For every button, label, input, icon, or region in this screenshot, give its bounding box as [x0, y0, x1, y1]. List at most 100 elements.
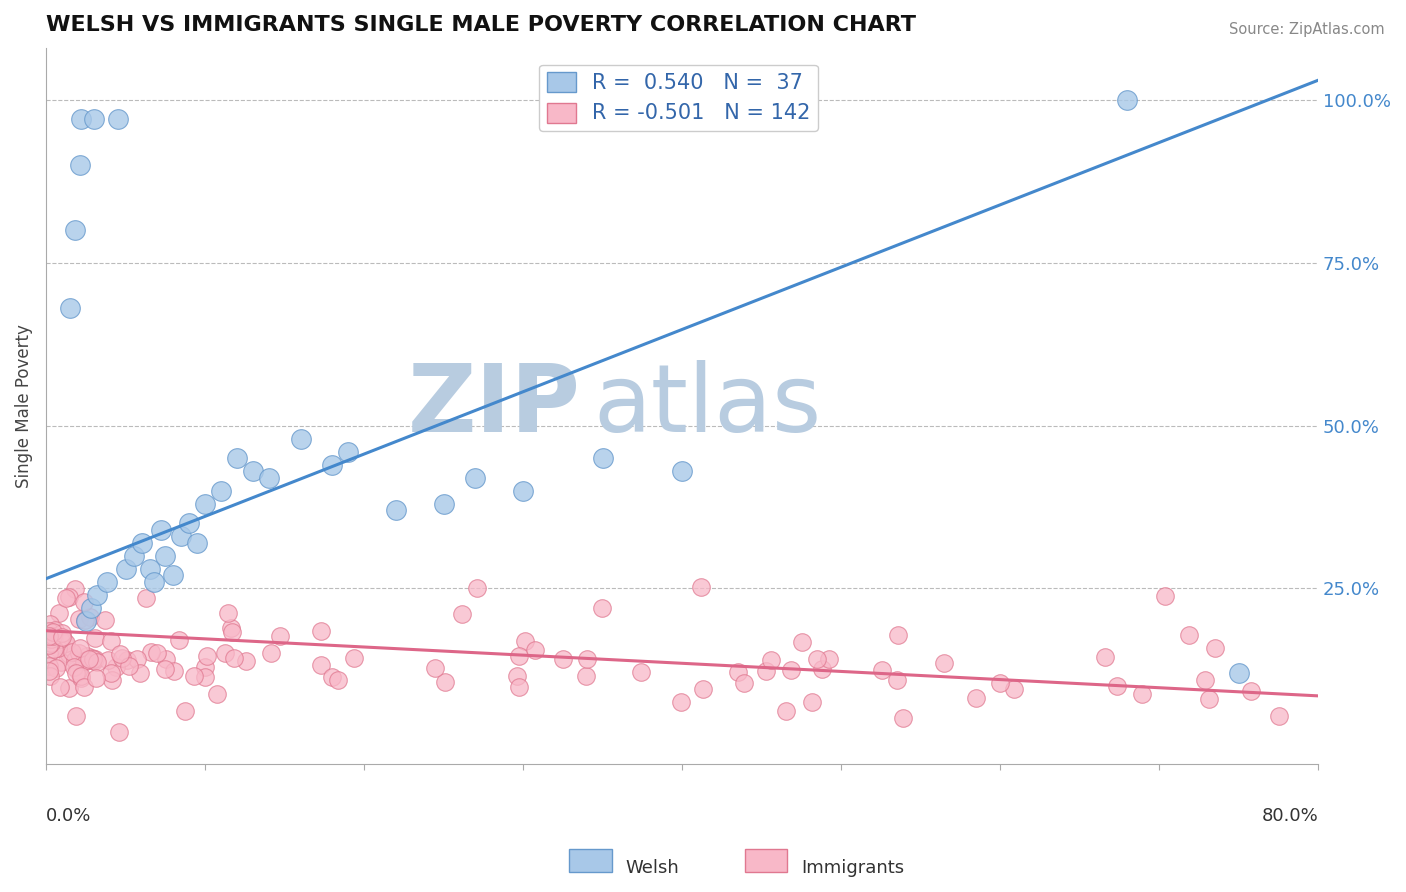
Point [385, 503, 408, 517]
Point [1107, 679, 1129, 693]
Point [269, 629, 291, 643]
Point [179, 516, 201, 531]
Point [630, 665, 652, 679]
Point [80, 601, 103, 615]
Point [886, 628, 908, 642]
Point [790, 634, 813, 648]
Point [63, 582, 86, 597]
Point [127, 652, 149, 666]
Point [692, 682, 714, 697]
Point [77, 652, 100, 666]
Point [207, 687, 229, 701]
Point [450, 607, 472, 622]
Point [801, 695, 824, 709]
Point [97, 653, 120, 667]
Point [806, 651, 828, 665]
Point [149, 523, 172, 537]
Point [42, 629, 65, 643]
Point [260, 646, 283, 660]
Point [100, 634, 122, 648]
Point [48, 606, 70, 620]
Point [932, 657, 955, 671]
Point [1268, 709, 1291, 723]
Point [63, 653, 86, 667]
Point [591, 600, 613, 615]
Point [38, 624, 60, 638]
Point [727, 665, 749, 679]
Point [163, 665, 186, 679]
Point [1130, 687, 1153, 701]
Point [464, 470, 486, 484]
Point [100, 673, 122, 687]
Point [45, 661, 67, 675]
Point [337, 444, 360, 458]
Text: 0.0%: 0.0% [46, 807, 91, 825]
Point [83, 654, 105, 668]
Point [111, 651, 134, 665]
Point [311, 624, 333, 638]
Point [79, 609, 101, 624]
Point [575, 669, 598, 683]
Point [755, 664, 778, 678]
Point [575, 652, 598, 666]
Point [1002, 681, 1025, 696]
Point [67, 646, 90, 660]
Point [65, 666, 87, 681]
Point [114, 562, 136, 576]
Point [86, 588, 108, 602]
Point [122, 549, 145, 563]
Point [671, 464, 693, 478]
Point [506, 669, 529, 683]
Text: ZIP: ZIP [408, 360, 581, 452]
Point [118, 659, 141, 673]
Point [42, 641, 65, 656]
Point [209, 483, 232, 498]
Point [1178, 627, 1201, 641]
Point [38, 646, 60, 660]
Point [100, 666, 122, 681]
Point [155, 652, 177, 666]
Point [343, 650, 366, 665]
Point [242, 464, 264, 478]
Point [94, 613, 117, 627]
Point [219, 621, 242, 635]
Point [290, 432, 312, 446]
Point [186, 535, 208, 549]
Point [513, 634, 536, 648]
Text: Source: ZipAtlas.com: Source: ZipAtlas.com [1229, 22, 1385, 37]
Point [143, 574, 166, 589]
Point [592, 451, 614, 466]
Point [46, 640, 69, 655]
Point [84, 671, 107, 685]
Point [690, 580, 713, 594]
Point [733, 676, 755, 690]
Point [129, 665, 152, 680]
Point [508, 648, 530, 663]
Point [153, 662, 176, 676]
Point [59, 301, 82, 316]
Point [221, 624, 243, 639]
Point [433, 497, 456, 511]
Point [321, 458, 343, 472]
Point [51, 655, 73, 669]
Point [214, 646, 236, 660]
Point [58, 647, 80, 661]
Point [82, 652, 104, 666]
Point [780, 663, 803, 677]
Point [761, 653, 783, 667]
Point [75, 614, 97, 628]
Point [167, 632, 190, 647]
Point [174, 704, 197, 718]
Point [63, 223, 86, 237]
Point [1198, 691, 1220, 706]
Point [135, 591, 157, 605]
Text: Immigrants: Immigrants [801, 859, 904, 877]
Point [70, 669, 93, 683]
Point [1154, 589, 1177, 603]
Point [104, 660, 127, 674]
Point [226, 451, 249, 466]
Point [42, 625, 65, 640]
Point [86, 655, 108, 669]
Point [38, 664, 60, 678]
Point [96, 574, 118, 589]
